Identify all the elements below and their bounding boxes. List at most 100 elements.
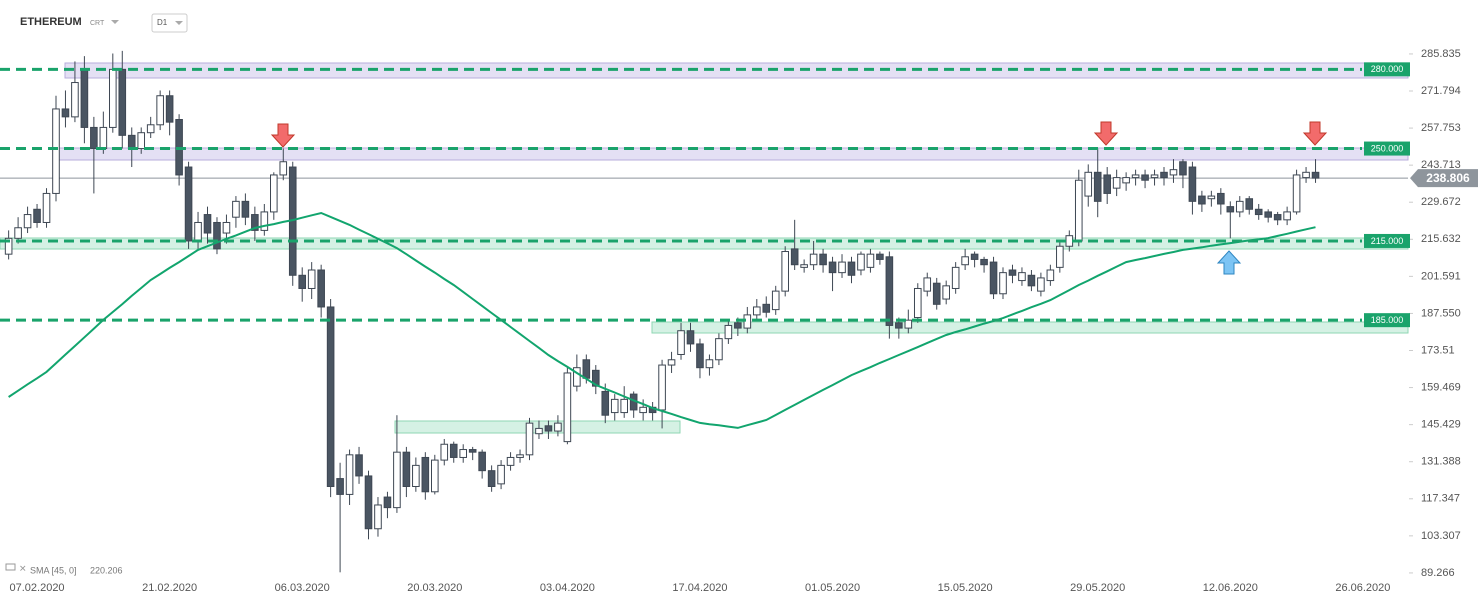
candle-up <box>14 227 22 239</box>
candle-down <box>326 306 335 488</box>
candle-up <box>677 330 685 355</box>
y-tick-label: 173.51 <box>1421 344 1455 356</box>
candle-down <box>582 359 591 379</box>
x-tick-label: 15.05.2020 <box>938 582 993 594</box>
indicator-value: 220.206 <box>90 565 123 575</box>
candle-down <box>90 126 98 150</box>
candle-down <box>885 256 894 326</box>
y-tick-label: 201.591 <box>1421 270 1461 282</box>
y-tick-label: 243.713 <box>1421 159 1461 171</box>
candle-down <box>828 261 837 274</box>
candle-down <box>355 454 363 477</box>
candle-down <box>118 68 127 136</box>
candle-up <box>137 132 146 150</box>
x-tick-label: 26.06.2020 <box>1335 582 1390 594</box>
candle-down <box>61 108 70 118</box>
candle-up <box>146 124 155 134</box>
candle-down <box>696 343 704 369</box>
candle-up <box>1122 177 1130 184</box>
timeframe-box[interactable] <box>151 13 188 33</box>
y-tick-label: 215.632 <box>1421 233 1461 245</box>
candle-up <box>639 406 647 414</box>
indicator-icon[interactable] <box>5 563 16 571</box>
candle-up <box>1292 174 1301 213</box>
candle-up <box>1235 200 1244 213</box>
candle-down <box>1103 174 1111 194</box>
candle-up <box>194 221 202 242</box>
candle-up <box>573 367 581 387</box>
candle-up <box>771 290 780 311</box>
candle-down <box>970 253 979 260</box>
candle-down <box>184 166 193 242</box>
candle-down <box>421 456 430 493</box>
candle-up <box>345 454 354 495</box>
candle-up <box>1169 169 1178 176</box>
candle-down <box>364 475 373 530</box>
candle-down <box>876 253 884 260</box>
candle-down <box>847 261 856 276</box>
candle-down <box>1273 214 1282 221</box>
candle-up <box>222 221 231 234</box>
candle-up <box>554 422 562 432</box>
candle-down <box>932 282 941 305</box>
candle-down <box>213 221 221 250</box>
candle-down <box>203 214 212 234</box>
symbol[interactable]: ETHEREUM <box>20 16 82 28</box>
candle-up <box>1084 171 1093 197</box>
down-arrow <box>270 123 296 148</box>
candle-down <box>1226 206 1235 213</box>
y-tick-label: 285.835 <box>1421 48 1461 60</box>
candle-up <box>866 253 875 268</box>
candle-down <box>127 134 136 150</box>
candle-down <box>298 274 307 289</box>
candle-down <box>1311 171 1320 179</box>
level-label-box <box>1364 313 1410 328</box>
dropdown-icon[interactable] <box>111 20 119 24</box>
candle-up <box>497 464 505 485</box>
candle-up <box>658 364 666 411</box>
candle-up <box>506 456 515 466</box>
level-label: 185.000 <box>1371 315 1404 325</box>
candle-up <box>71 82 79 118</box>
candle-down <box>544 425 553 432</box>
y-tick-label: 145.429 <box>1421 419 1461 431</box>
timeframe[interactable]: D1 <box>157 18 168 27</box>
candle-up <box>752 306 761 316</box>
candle-up <box>374 504 382 530</box>
dropdown-icon[interactable] <box>175 21 183 25</box>
candle-up <box>1074 179 1083 242</box>
candle-up <box>516 454 524 458</box>
x-tick-label: 17.04.2020 <box>672 582 727 594</box>
candle-up <box>1037 277 1045 292</box>
x-tick-label: 01.05.2020 <box>805 582 860 594</box>
close-icon[interactable]: ✕ <box>19 563 27 573</box>
last-price-label: 238.806 <box>1426 171 1470 185</box>
candle-down <box>317 269 325 308</box>
y-tick-label: 117.347 <box>1421 493 1460 505</box>
candle-up <box>610 398 619 414</box>
candle-down <box>1188 166 1197 202</box>
candle-up <box>412 464 420 488</box>
candle-down <box>383 496 392 509</box>
candle-down <box>819 253 827 266</box>
candle-up <box>279 161 288 176</box>
level-label-box <box>1364 62 1410 77</box>
candle-down <box>1254 208 1263 216</box>
candle-down <box>1179 161 1187 176</box>
candle-up <box>1018 272 1026 282</box>
candle-up <box>913 287 922 319</box>
candle-up <box>260 211 269 231</box>
level-label: 250.000 <box>1371 143 1404 153</box>
candle-up <box>999 272 1007 295</box>
y-tick-label: 229.672 <box>1421 196 1461 208</box>
level-label: 215.000 <box>1371 236 1404 246</box>
candle-down <box>1160 171 1168 179</box>
candle-up <box>52 108 60 194</box>
candle-up <box>961 256 969 266</box>
candle-up <box>1302 171 1310 179</box>
level-label: 280.000 <box>1371 64 1404 74</box>
candle-up <box>563 372 572 443</box>
feed[interactable]: CRT <box>90 20 105 27</box>
candle-up <box>4 237 13 255</box>
